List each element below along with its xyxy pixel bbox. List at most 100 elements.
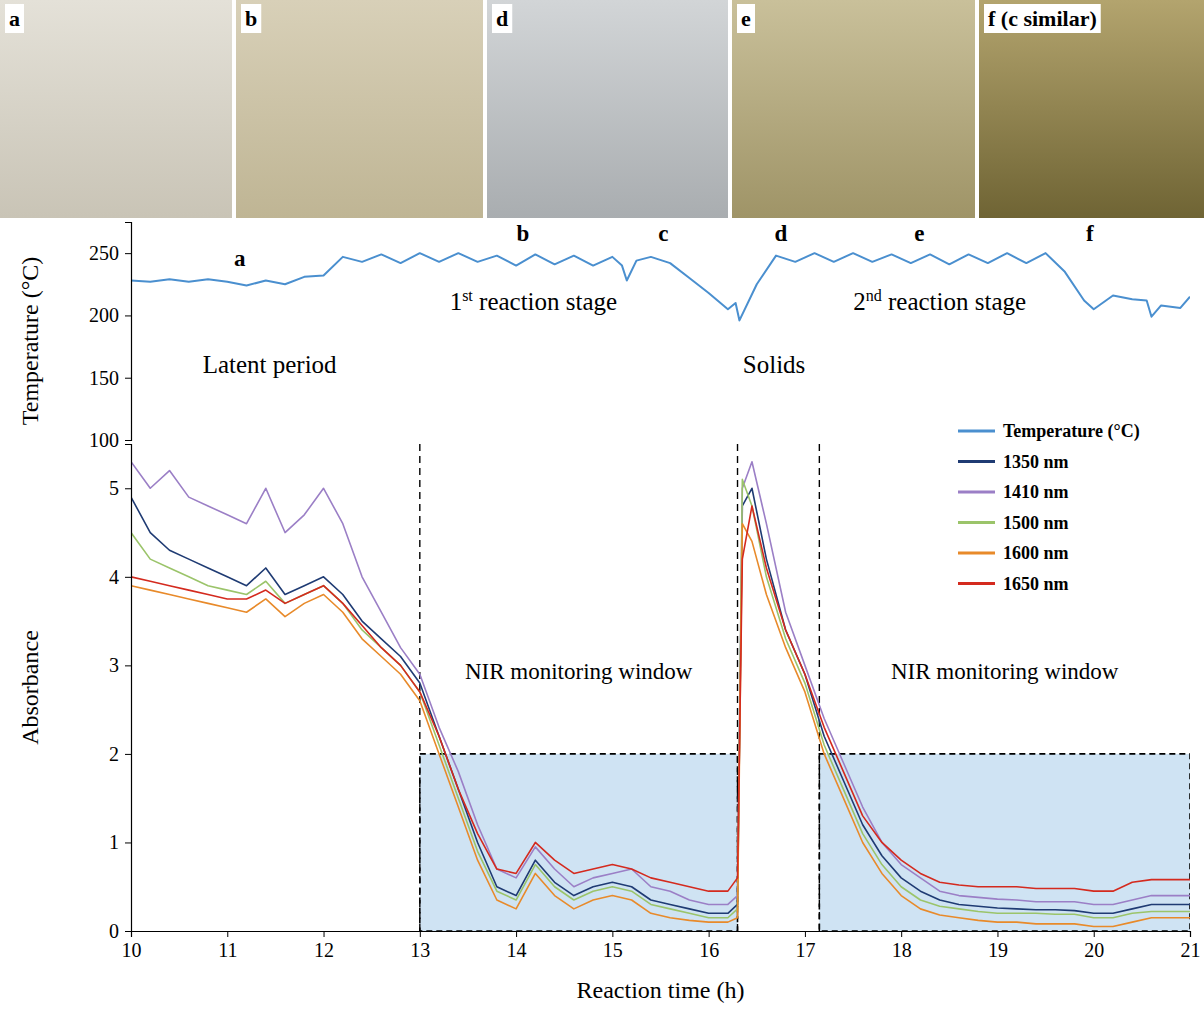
photo-panel: f (c similar) (979, 0, 1204, 218)
y-axis: 012345 (109, 445, 132, 942)
x-axis-title: Reaction time (h) (577, 977, 745, 1003)
legend-label: 1350 nm (1003, 452, 1069, 472)
tick-mark (1094, 931, 1095, 937)
y2-axis-tick: 200 (89, 304, 131, 326)
divider-line (819, 444, 820, 931)
photo (979, 0, 1204, 218)
photo-panel: a (0, 0, 232, 218)
x-axis-tick: 11 (218, 931, 237, 961)
annotation: 1st reaction stage (450, 287, 618, 315)
tick-mark (516, 931, 517, 937)
panel-letter-bg (984, 4, 1101, 33)
x-axis-tick: 18 (892, 931, 912, 961)
legend-swatch (958, 582, 995, 585)
annotation: Solids (743, 351, 806, 378)
legend-label: 1650 nm (1003, 574, 1069, 594)
point-letter: d (774, 221, 787, 246)
tick-label: 21 (1181, 939, 1201, 961)
tick-label: 20 (1084, 939, 1104, 961)
tick-label: 4 (109, 566, 119, 588)
photo (732, 0, 975, 218)
x-axis: 101112131415161718192021 (122, 931, 1201, 961)
photo-panel: d (487, 0, 728, 218)
y-axis-tick: 3 (109, 654, 131, 676)
y2-axis-line (125, 223, 132, 441)
panel-letter-bg (241, 4, 261, 33)
y-axis-line (125, 445, 132, 932)
legend-swatch (958, 491, 995, 494)
photo (236, 0, 483, 218)
panel-letter: a (9, 6, 20, 31)
absorbance-line (131, 524, 1190, 927)
x-axis-line (132, 932, 1191, 938)
divider-line (419, 444, 420, 931)
y2-axis-title: Temperature (°C) (17, 257, 43, 426)
x-axis-tick: 21 (1181, 931, 1201, 961)
x-axis-tick: 20 (1084, 931, 1104, 961)
monitoring-window (420, 754, 738, 931)
annotation: 2nd reaction stage (853, 287, 1026, 315)
absorbance-line (131, 479, 1190, 917)
absorbance-line (131, 462, 1190, 905)
tick-mark (125, 754, 131, 755)
point-letter: b (516, 221, 529, 246)
y-axis-title: Absorbance (17, 630, 43, 745)
x-axis-tick: 10 (122, 931, 142, 961)
legend-swatch (958, 552, 995, 555)
panel-letter-bg (737, 4, 755, 33)
tick-label: 2 (109, 743, 119, 765)
tick-label: 3 (109, 654, 119, 676)
tick-mark (709, 931, 710, 937)
y-axis-tick: 1 (109, 831, 131, 853)
tick-mark (125, 665, 131, 666)
tick-mark (125, 931, 131, 932)
y2-axis-tick: 150 (89, 367, 131, 389)
absorbance-line (131, 506, 1190, 891)
tick-label: 15 (603, 939, 623, 961)
tick-mark (125, 378, 131, 379)
y2-axis-tick: 100 (89, 429, 131, 451)
absorbance-line (131, 488, 1190, 913)
tick-label: 18 (892, 939, 912, 961)
x-axis-tick: 16 (699, 931, 719, 961)
tick-label: 19 (988, 939, 1008, 961)
tick-label: 100 (89, 429, 119, 451)
tick-mark (612, 931, 613, 937)
legend-swatch (958, 521, 995, 524)
panel-letter-bg (5, 4, 24, 33)
tick-mark (125, 253, 131, 254)
panel-letter: e (741, 6, 751, 31)
y2-axis: 100 150 200 250 (89, 223, 132, 451)
tick-mark (125, 577, 131, 578)
monitoring-window (819, 754, 1190, 931)
y2-axis-tick: 250 (89, 242, 131, 264)
tick-label: 1 (109, 831, 119, 853)
point-letter: a (234, 246, 246, 271)
tick-mark (997, 931, 998, 937)
tick-label: 250 (89, 242, 119, 264)
legend-label: 1410 nm (1003, 482, 1069, 502)
point-letter: c (658, 221, 668, 246)
x-axis-tick: 13 (410, 931, 430, 961)
tick-mark (805, 931, 806, 937)
y-axis-tick: 0 (109, 920, 131, 942)
panel-letter: b (245, 6, 257, 31)
legend-swatch (958, 430, 995, 433)
tick-label: 150 (89, 367, 119, 389)
tick-mark (1190, 931, 1191, 937)
tick-mark (227, 931, 228, 937)
legend-label: 1500 nm (1003, 513, 1069, 533)
figure: abdef (c similar)10111213141516171819202… (0, 0, 1204, 1012)
x-axis-tick: 17 (795, 931, 815, 961)
x-axis-tick: 14 (507, 931, 527, 961)
tick-mark (125, 842, 131, 843)
photo (0, 0, 232, 218)
temperature-line (131, 253, 1190, 320)
plot-area (131, 253, 1190, 931)
tick-mark (125, 488, 131, 489)
legend-swatch (958, 460, 995, 463)
tick-label: 200 (89, 304, 119, 326)
photo-panel: e (732, 0, 975, 218)
photo-panel: b (236, 0, 483, 218)
x-axis-tick: 19 (988, 931, 1008, 961)
